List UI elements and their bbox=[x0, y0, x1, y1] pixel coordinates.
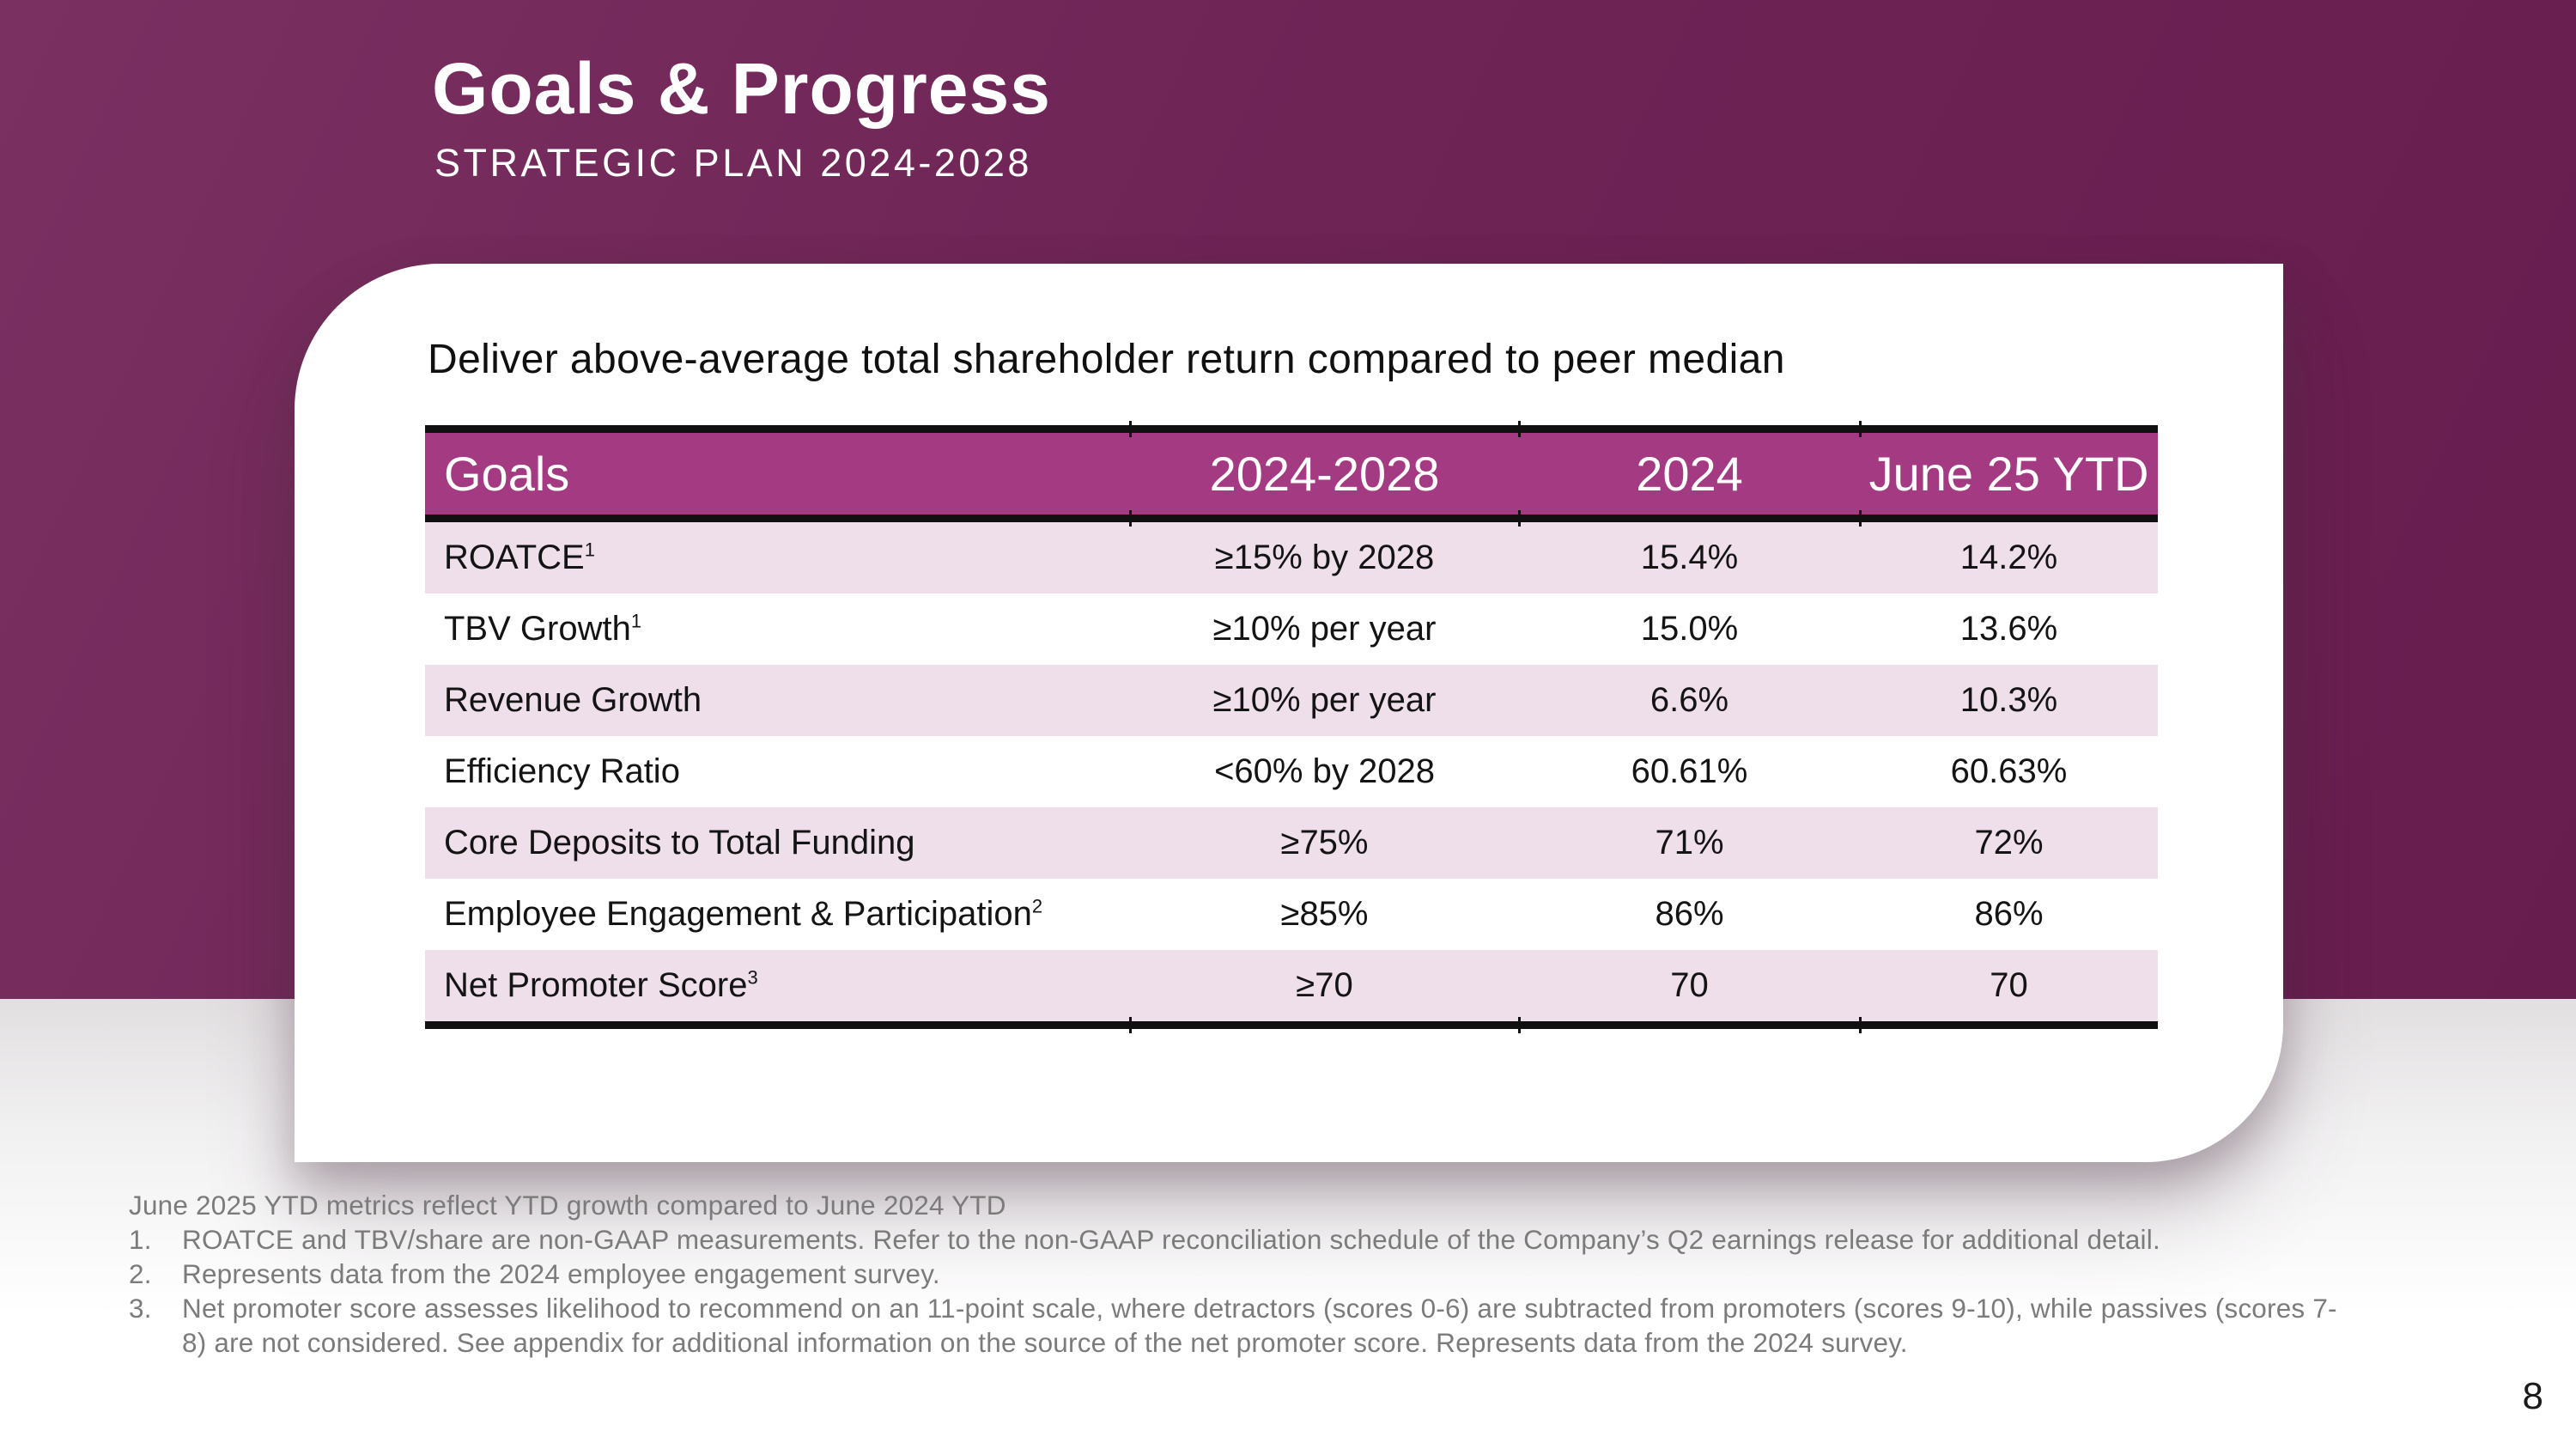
border-tick bbox=[1129, 421, 1132, 437]
june25-ytd-cell: 10.3% bbox=[1959, 681, 2058, 719]
fy2024-cell: 15.4% bbox=[1640, 539, 1739, 576]
column-header-june-25-ytd: June 25 YTD bbox=[1868, 447, 2149, 501]
goals-table: Goals 2024-2028 2024 June 25 YTD ROATCE1… bbox=[425, 421, 2158, 1033]
footnote-text: Net promoter score assesses likelihood t… bbox=[182, 1293, 2337, 1358]
goal-cell: Core Deposits to Total Funding bbox=[425, 824, 1130, 862]
goal-label: Net Promoter Score bbox=[444, 966, 748, 1004]
slide-title: Goals & Progress bbox=[432, 48, 1051, 129]
goal-label: TBV Growth bbox=[444, 610, 631, 648]
goal-cell: Employee Engagement & Participation2 bbox=[425, 895, 1130, 934]
border-tick bbox=[1859, 421, 1862, 437]
column-header-2024-2028: 2024-2028 bbox=[1209, 447, 1440, 501]
footnote-ref: 2 bbox=[1031, 895, 1043, 917]
table-row-roatce: ROATCE1 ≥15% by 2028 15.4% 14.2% bbox=[425, 522, 2158, 594]
border-tick bbox=[1859, 510, 1862, 527]
border-tick bbox=[1518, 421, 1521, 437]
fy2024-cell: 86% bbox=[1655, 895, 1724, 933]
fy2024-cell: 6.6% bbox=[1649, 681, 1729, 719]
border-tick bbox=[1129, 510, 1132, 527]
fy2024-cell: 15.0% bbox=[1640, 610, 1739, 648]
goal-label: Employee Engagement & Participation bbox=[444, 895, 1032, 933]
page-number: 8 bbox=[2522, 1375, 2543, 1417]
border-tick bbox=[1518, 510, 1521, 527]
footnote-number: 3. bbox=[129, 1293, 152, 1324]
table-row-net-promoter-score: Net Promoter Score3 ≥70 70 70 bbox=[425, 950, 2158, 1021]
footnote-ref: 1 bbox=[584, 539, 595, 561]
table-row-core-deposits: Core Deposits to Total Funding ≥75% 71% … bbox=[425, 807, 2158, 879]
june25-ytd-cell: 13.6% bbox=[1959, 610, 2058, 648]
target-cell: ≥70 bbox=[1296, 966, 1353, 1004]
goal-label: Efficiency Ratio bbox=[444, 752, 680, 790]
footnotes: June 2025 YTD metrics reflect YTD growth… bbox=[129, 1188, 2344, 1360]
footnote-number: 1. bbox=[129, 1224, 152, 1255]
footnote-intro: June 2025 YTD metrics reflect YTD growth… bbox=[129, 1190, 1006, 1221]
table-row-employee-engagement: Employee Engagement & Participation2 ≥85… bbox=[425, 879, 2158, 950]
target-cell: ≥15% by 2028 bbox=[1214, 539, 1435, 576]
june25-ytd-cell: 72% bbox=[1974, 824, 2044, 861]
goal-cell: TBV Growth1 bbox=[425, 610, 1130, 648]
footnote-item-1: 1. ROATCE and TBV/share are non-GAAP mea… bbox=[129, 1222, 2344, 1257]
goal-cell: Revenue Growth bbox=[425, 681, 1130, 720]
june25-ytd-cell: 14.2% bbox=[1959, 539, 2058, 576]
june25-ytd-cell: 86% bbox=[1974, 895, 2044, 933]
target-cell: <60% by 2028 bbox=[1214, 752, 1435, 790]
table-header-row: Goals 2024-2028 2024 June 25 YTD bbox=[425, 433, 2158, 522]
goal-cell: ROATCE1 bbox=[425, 539, 1130, 577]
fy2024-cell: 60.61% bbox=[1631, 752, 1748, 790]
column-header-2024: 2024 bbox=[1636, 447, 1743, 501]
slide-subtitle: STRATEGIC PLAN 2024-2028 bbox=[434, 141, 1032, 185]
table-row-efficiency-ratio: Efficiency Ratio <60% by 2028 60.61% 60.… bbox=[425, 736, 2158, 807]
table-row-tbv-growth: TBV Growth1 ≥10% per year 15.0% 13.6% bbox=[425, 594, 2158, 665]
fy2024-cell: 71% bbox=[1655, 824, 1724, 861]
footnote-item-2: 2. Represents data from the 2024 employe… bbox=[129, 1257, 2344, 1291]
target-cell: ≥75% bbox=[1280, 824, 1369, 861]
target-cell: ≥10% per year bbox=[1212, 681, 1437, 719]
border-tick bbox=[1129, 1017, 1132, 1033]
goal-label: Revenue Growth bbox=[444, 681, 702, 719]
june25-ytd-cell: 70 bbox=[1990, 966, 2028, 1004]
footnote-text: ROATCE and TBV/share are non-GAAP measur… bbox=[182, 1224, 2160, 1255]
june25-ytd-cell: 60.63% bbox=[1950, 752, 2068, 790]
target-cell: ≥85% bbox=[1280, 895, 1369, 933]
footnote-item-3: 3. Net promoter score assesses likelihoo… bbox=[129, 1291, 2344, 1360]
border-tick bbox=[1518, 1017, 1521, 1033]
footnote-ref: 1 bbox=[630, 610, 642, 632]
footnote-ref: 3 bbox=[747, 966, 758, 989]
border-tick bbox=[1859, 1017, 1862, 1033]
footnote-number: 2. bbox=[129, 1258, 152, 1289]
goal-cell: Efficiency Ratio bbox=[425, 752, 1130, 791]
table-row-revenue-growth: Revenue Growth ≥10% per year 6.6% 10.3% bbox=[425, 665, 2158, 736]
goal-label: ROATCE bbox=[444, 539, 585, 576]
goal-cell: Net Promoter Score3 bbox=[425, 966, 1130, 1005]
card-heading: Deliver above-average total shareholder … bbox=[428, 337, 1785, 382]
column-header-goals: Goals bbox=[444, 447, 570, 501]
goal-label: Core Deposits to Total Funding bbox=[444, 824, 915, 861]
footnote-text: Represents data from the 2024 employee e… bbox=[182, 1258, 940, 1289]
fy2024-cell: 70 bbox=[1670, 966, 1709, 1004]
target-cell: ≥10% per year bbox=[1212, 610, 1437, 648]
